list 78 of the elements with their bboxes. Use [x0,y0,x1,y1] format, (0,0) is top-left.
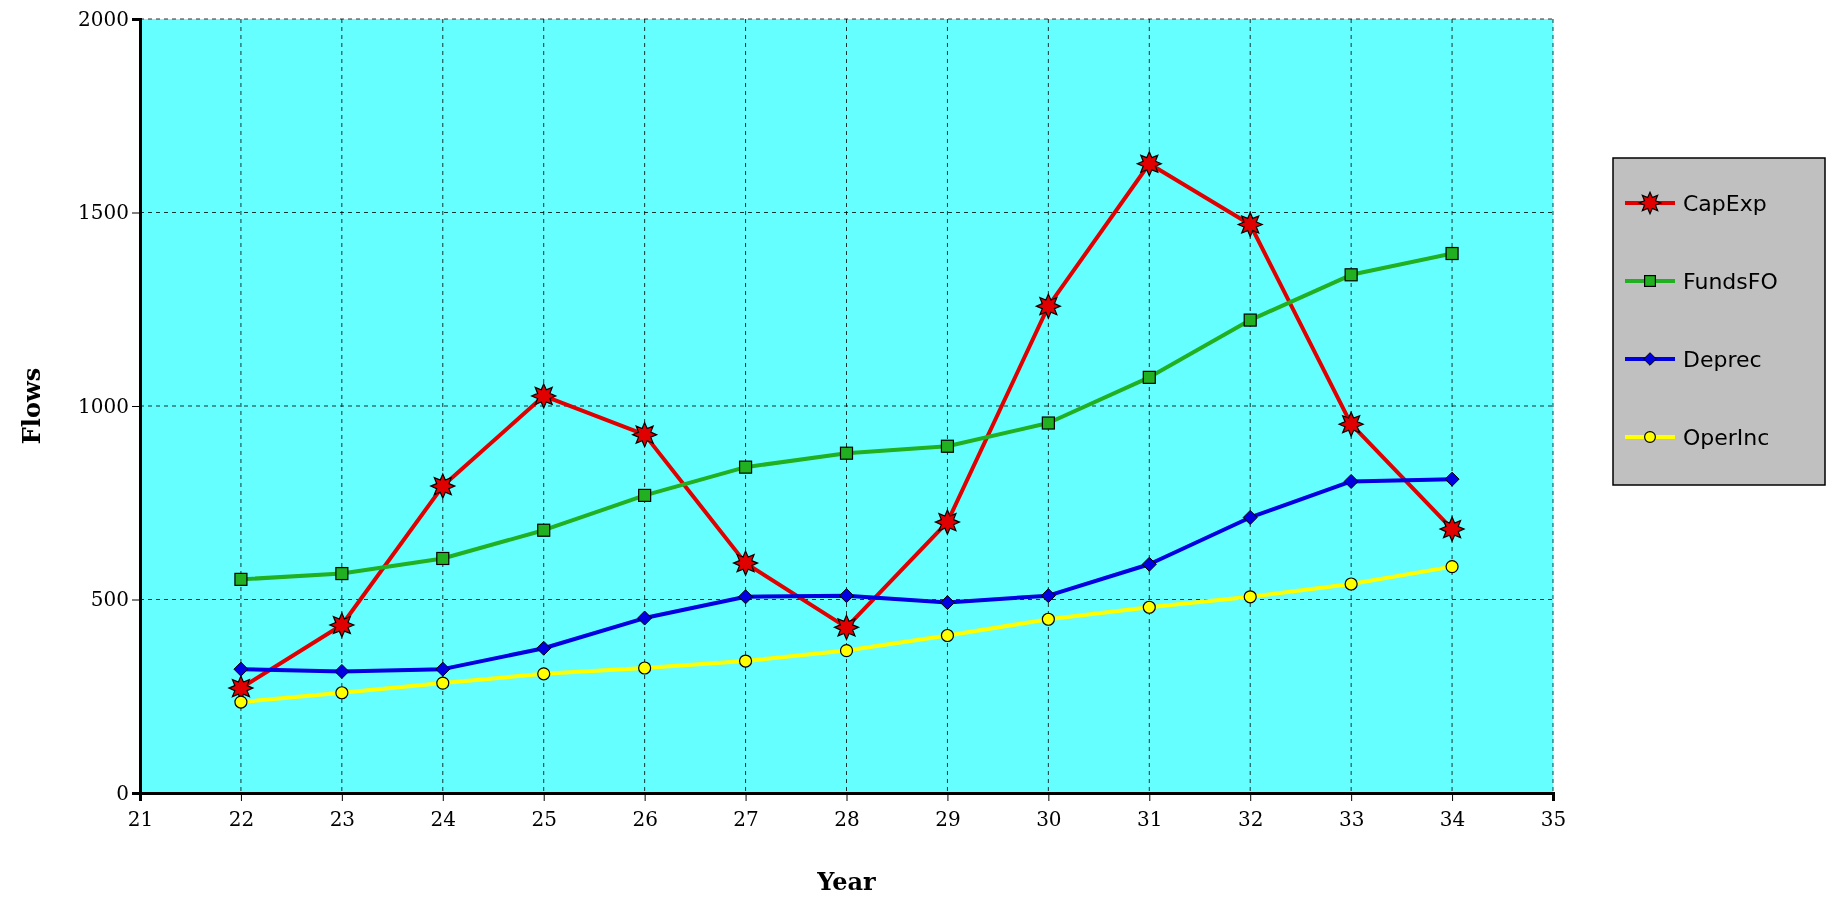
x-axis-title: Year [816,867,877,896]
point [738,654,753,668]
point [234,695,248,709]
point [329,612,355,638]
y-tick-label: 0 [116,780,129,805]
point [536,640,552,656]
point [234,572,248,586]
point [1041,416,1055,430]
point [1142,600,1156,614]
point [1243,590,1257,604]
point [1041,612,1055,626]
y-axis-title: Flows [17,367,46,445]
x-tick-label: 33 [1338,807,1365,831]
y-tick-label: 1500 [78,200,129,225]
y-tick-label: 1000 [78,393,129,418]
point [430,473,456,499]
point [1344,577,1358,591]
point [1445,246,1459,261]
point [1040,588,1056,604]
point [833,614,860,640]
point [638,661,652,675]
x-tick-label: 27 [733,807,759,831]
x-tick-label: 25 [531,807,557,831]
point [1344,268,1358,282]
point [335,686,349,700]
point [1035,293,1061,319]
point [839,588,854,604]
point [839,446,854,460]
point [537,523,551,537]
point [537,667,551,681]
point [1242,509,1258,525]
point [738,589,754,605]
y-tick-label: 500 [90,587,129,612]
x-tick-label: 29 [935,807,961,831]
point [1142,370,1156,384]
point [632,422,658,448]
point [732,550,759,576]
point [638,488,652,502]
x-tick-label: 21 [127,807,154,831]
point [637,610,653,626]
point [1444,471,1460,487]
point [1141,556,1157,572]
point [436,676,450,690]
legend-label: FundsFO [1683,269,1778,294]
point [1136,151,1162,177]
point [334,663,350,679]
legend-label: OperInc [1683,425,1770,450]
point [1338,411,1364,437]
point [934,509,961,535]
point [436,551,450,566]
x-tick-label: 30 [1036,807,1062,831]
point [839,643,854,658]
point [1343,473,1359,489]
point [233,661,249,677]
point [435,661,451,677]
x-tick-label: 26 [632,807,658,831]
point [1237,211,1263,238]
x-tick-label: 35 [1540,807,1567,831]
point [335,566,349,581]
legend-label: CapExp [1683,191,1767,216]
point [939,595,955,611]
x-tick-label: 22 [228,807,255,831]
point [1445,560,1459,574]
point [531,383,557,409]
legend-label: Deprec [1683,347,1762,372]
point [940,628,955,643]
point [1243,313,1257,327]
y-tick-label: 2000 [78,6,129,31]
point [940,439,955,453]
x-tick-label: 28 [834,807,860,831]
x-tick-label: 31 [1137,807,1163,831]
x-tick-label: 24 [430,807,457,831]
point [228,675,254,701]
x-tick-label: 34 [1439,807,1466,831]
x-tick-label: 23 [329,807,356,831]
point [738,460,753,474]
point [1439,516,1465,542]
x-tick-label: 32 [1237,807,1264,831]
